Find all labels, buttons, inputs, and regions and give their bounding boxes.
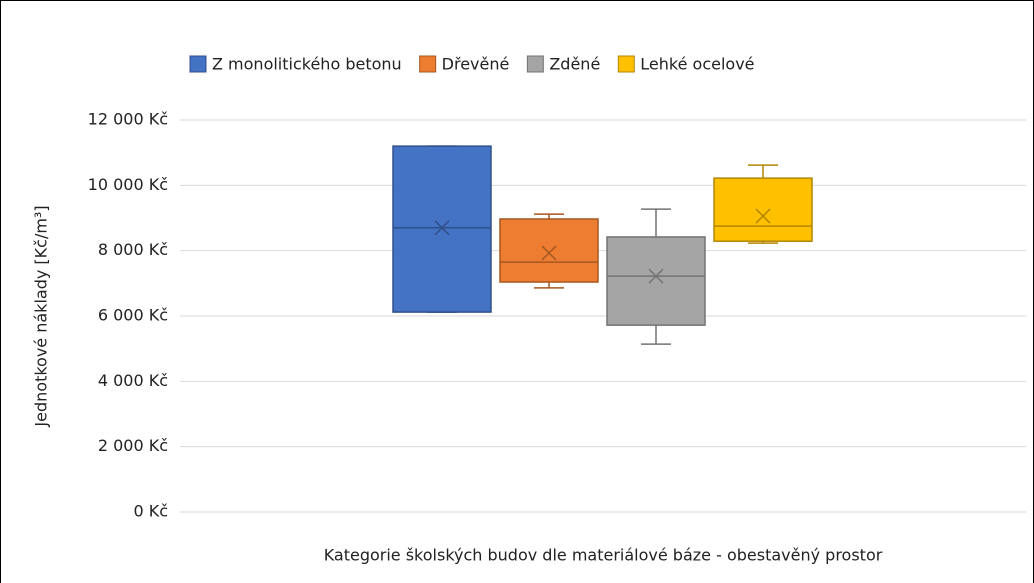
x-axis-title: Kategorie školských budov dle materiálov… — [324, 546, 883, 565]
box — [499, 218, 599, 283]
legend-label: Z monolitického betonu — [212, 55, 402, 74]
y-tick-label: 6 000 Kč — [98, 306, 168, 325]
mean-marker — [541, 245, 557, 261]
y-tick-label: 0 Kč — [133, 502, 168, 521]
box — [713, 177, 813, 242]
box — [606, 236, 706, 326]
legend-swatch — [419, 55, 437, 73]
y-tick-label: 4 000 Kč — [98, 371, 168, 390]
box — [392, 145, 492, 313]
legend-swatch — [617, 55, 635, 73]
y-tick-label: 8 000 Kč — [98, 240, 168, 259]
legend-label: Zděné — [549, 55, 600, 74]
y-axis-title: Jednotkové náklady [Kč/m³] — [32, 205, 51, 427]
mean-marker — [648, 268, 664, 284]
mean-marker — [755, 208, 771, 224]
legend-label: Dřevěné — [442, 55, 510, 74]
y-tick-label: 12 000 Kč — [88, 110, 168, 129]
y-tick-label: 10 000 Kč — [88, 175, 168, 194]
legend-swatch — [189, 55, 207, 73]
legend-label: Lehké ocelové — [640, 55, 754, 74]
y-tick-label: 2 000 Kč — [98, 436, 168, 455]
legend-swatch — [526, 55, 544, 73]
mean-marker — [434, 220, 450, 236]
